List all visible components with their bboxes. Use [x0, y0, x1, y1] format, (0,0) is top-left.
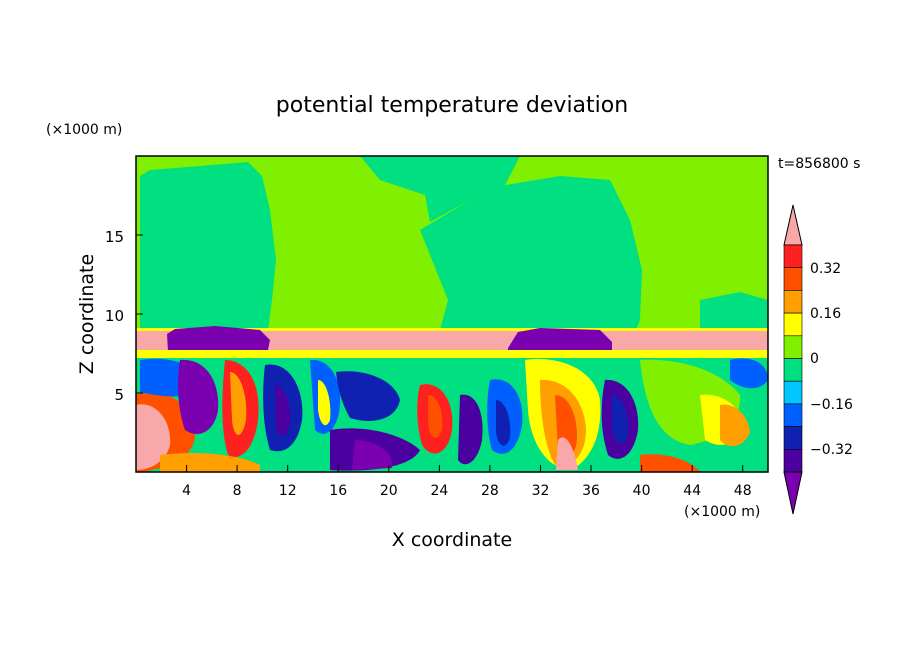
colorbar-bin-11: [783, 244, 803, 269]
colorbar-label-2: 0.16: [810, 306, 841, 322]
upper-plume-mid: [420, 176, 642, 330]
eddy-29: [640, 454, 700, 472]
colorbar-bin-10: [783, 267, 803, 291]
cold-patch-right: [508, 328, 612, 352]
eddy-28: [160, 453, 260, 472]
x-tick-label-6: 24: [430, 483, 448, 499]
eddy-10: [336, 371, 400, 421]
y-unit-label: (×1000 m): [46, 122, 122, 138]
y-axis-label: Z coordinate: [76, 254, 98, 374]
x-tick-label-11: 44: [683, 483, 701, 499]
colorbar-bin-7: [783, 335, 803, 359]
x-tick-label-7: 28: [481, 483, 499, 499]
x-tick-label-8: 32: [532, 483, 550, 499]
x-tick-label-4: 16: [329, 483, 347, 499]
colorbar-bin-9: [783, 290, 803, 314]
colorbar-bin-2: [783, 448, 803, 473]
x-tick-label-5: 20: [380, 483, 398, 499]
colorbar-extend-top: [783, 204, 803, 246]
colorbar-bin-6: [783, 358, 803, 382]
x-tick-label-12: 48: [734, 483, 752, 499]
eddy-23: [612, 395, 629, 444]
upper-plume-top: [360, 156, 520, 222]
colorbar-extend-bottom: [783, 471, 803, 515]
eddy-9: [318, 380, 331, 426]
turbulent-top-band: [136, 350, 768, 358]
colorbar-bin-5: [783, 380, 803, 405]
y-axis: 5 10 15 Z coordinate: [76, 228, 143, 404]
eddy-15: [458, 394, 483, 465]
y-tick-label-2: 10: [105, 307, 124, 325]
inversion-edge: [136, 328, 768, 331]
y-tick-label-1: 5: [114, 386, 124, 404]
eddy-17: [496, 400, 511, 446]
eddy-21: [556, 437, 578, 470]
x-axis-label: X coordinate: [392, 529, 512, 551]
upper-plume-left: [140, 162, 276, 330]
colorbar-label-3: 0: [810, 351, 819, 367]
eddy-1: [136, 404, 171, 470]
x-axis: 4 8 12 16 20 24 28 32 36 40 44 48 (×1000…: [182, 465, 760, 551]
y-tick-label-3: 15: [105, 228, 124, 246]
colorbar-label-1: 0.32: [810, 261, 841, 277]
colorbar-label-4: −0.16: [810, 397, 853, 413]
eddy-12: [352, 440, 393, 470]
colorbar: 0.32 0.16 0 −0.16 −0.32: [783, 204, 853, 515]
x-tick-label-2: 8: [233, 483, 242, 499]
x-tick-label-1: 4: [182, 483, 191, 499]
eddy-27: [730, 358, 768, 389]
colorbar-bin-4: [783, 403, 803, 427]
x-tick-label-10: 40: [633, 483, 651, 499]
cold-patch-left: [167, 326, 270, 352]
eddy-26: [720, 404, 750, 447]
x-tick-label-9: 36: [582, 483, 600, 499]
colorbar-label-5: −0.32: [810, 442, 853, 458]
eddy-7: [275, 385, 291, 437]
upper-wisp-right: [700, 292, 768, 330]
eddy-3: [177, 359, 219, 434]
colorbar-bin-3: [783, 426, 803, 450]
x-unit-label: (×1000 m): [684, 504, 760, 520]
plot-area: [136, 156, 768, 472]
colorbar-bin-8: [783, 312, 803, 337]
eddy-5: [230, 372, 247, 435]
x-tick-label-3: 12: [279, 483, 297, 499]
time-label: t=856800 s: [778, 156, 860, 172]
chart-title: potential temperature deviation: [276, 93, 628, 118]
eddy-14: [428, 395, 443, 438]
